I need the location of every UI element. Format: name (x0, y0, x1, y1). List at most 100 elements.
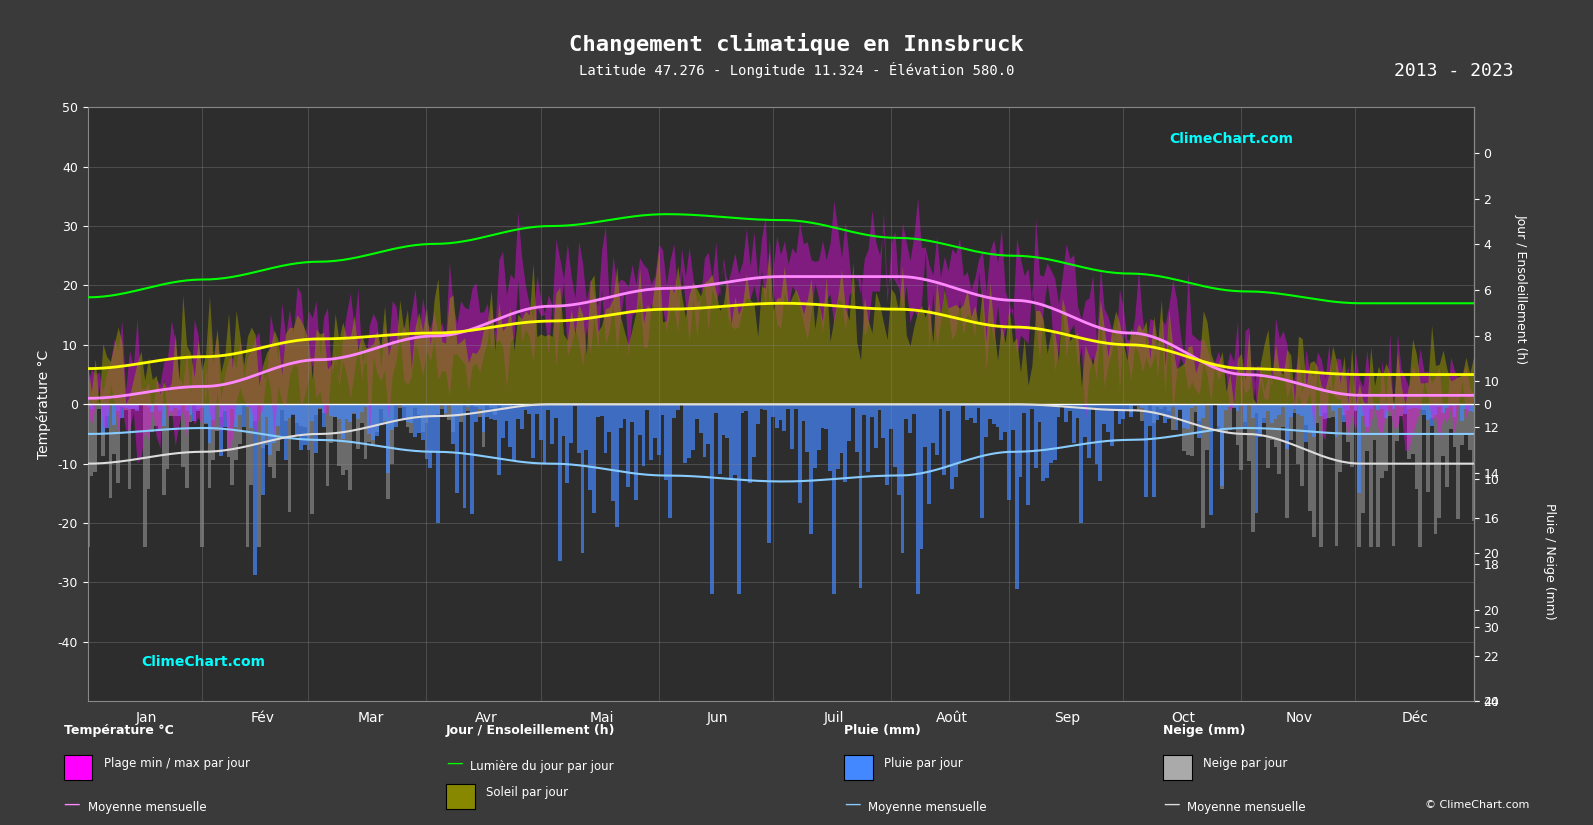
Bar (253, 404, 256, 422)
Bar (182, 404, 185, 467)
Bar (280, 404, 284, 410)
Bar (1305, 404, 1308, 425)
Bar (478, 404, 481, 417)
Bar (1403, 404, 1407, 414)
Bar (1255, 404, 1258, 513)
Bar (406, 404, 409, 422)
Bar (264, 404, 269, 445)
Bar (1223, 404, 1228, 432)
Text: Lumière du jour par jour: Lumière du jour par jour (470, 760, 613, 773)
Bar (900, 404, 905, 554)
Bar (886, 404, 889, 485)
Bar (387, 404, 390, 474)
Bar (1461, 404, 1464, 421)
Bar (223, 404, 226, 427)
Bar (984, 404, 988, 437)
Bar (306, 404, 311, 441)
Bar (368, 404, 371, 434)
Bar (1152, 404, 1155, 497)
Bar (615, 404, 618, 527)
Bar (100, 404, 105, 456)
Bar (1171, 404, 1174, 407)
Bar (1217, 404, 1220, 426)
Bar (1308, 404, 1311, 511)
Bar (1354, 404, 1357, 411)
Bar (1461, 404, 1464, 446)
Bar (965, 404, 969, 421)
Bar (1335, 404, 1338, 437)
Bar (1437, 404, 1442, 518)
Bar (1407, 404, 1411, 459)
Bar (1442, 404, 1445, 456)
Bar (1247, 404, 1251, 461)
Bar (1136, 404, 1141, 412)
Bar (1152, 404, 1155, 423)
Bar (89, 404, 94, 476)
Bar (710, 404, 714, 594)
Bar (744, 404, 749, 411)
Bar (303, 404, 306, 427)
Bar (859, 404, 862, 588)
Bar (1031, 404, 1034, 409)
Bar (1316, 404, 1319, 423)
Bar (467, 404, 470, 407)
Bar (806, 404, 809, 452)
Bar (725, 404, 730, 437)
Bar (653, 404, 656, 438)
Bar (851, 404, 855, 408)
Bar (401, 404, 406, 407)
Bar (368, 404, 371, 441)
Bar (718, 404, 722, 474)
Bar (379, 404, 382, 409)
Bar (1102, 404, 1106, 424)
Bar (957, 404, 962, 462)
Bar (448, 404, 451, 420)
Bar (1434, 404, 1437, 415)
Bar (242, 404, 245, 427)
Bar (637, 404, 642, 435)
Bar (1346, 404, 1349, 442)
Bar (390, 404, 393, 430)
Bar (820, 404, 824, 428)
Bar (809, 404, 812, 534)
Bar (1190, 404, 1193, 408)
Bar (588, 404, 593, 490)
Bar (409, 404, 413, 432)
Bar (1223, 404, 1228, 410)
Bar (604, 404, 607, 453)
Bar (1125, 404, 1129, 408)
Bar (1467, 404, 1472, 450)
Bar (443, 404, 448, 416)
Bar (1204, 404, 1209, 450)
Bar (218, 404, 223, 417)
Bar (1286, 404, 1289, 449)
Bar (1286, 404, 1289, 518)
Bar (664, 404, 667, 480)
Bar (824, 404, 828, 429)
Bar (150, 404, 155, 431)
Bar (843, 404, 847, 482)
Bar (467, 404, 470, 412)
Bar (1453, 404, 1456, 446)
Bar (413, 404, 417, 408)
Bar (188, 404, 193, 422)
Bar (207, 404, 212, 488)
Bar (768, 404, 771, 543)
Bar (185, 404, 188, 488)
Bar (1053, 404, 1056, 460)
Bar (245, 404, 250, 547)
Bar (188, 404, 193, 415)
Bar (1086, 404, 1091, 458)
Bar (494, 404, 497, 420)
Bar (1319, 404, 1324, 417)
Bar (344, 404, 349, 469)
Bar (245, 404, 250, 407)
Bar (272, 404, 276, 443)
Bar (1023, 404, 1026, 413)
Bar (1292, 404, 1297, 408)
Bar (1330, 404, 1335, 411)
Bar (223, 404, 226, 412)
Bar (938, 404, 943, 409)
Bar (489, 404, 494, 418)
Bar (124, 404, 127, 410)
